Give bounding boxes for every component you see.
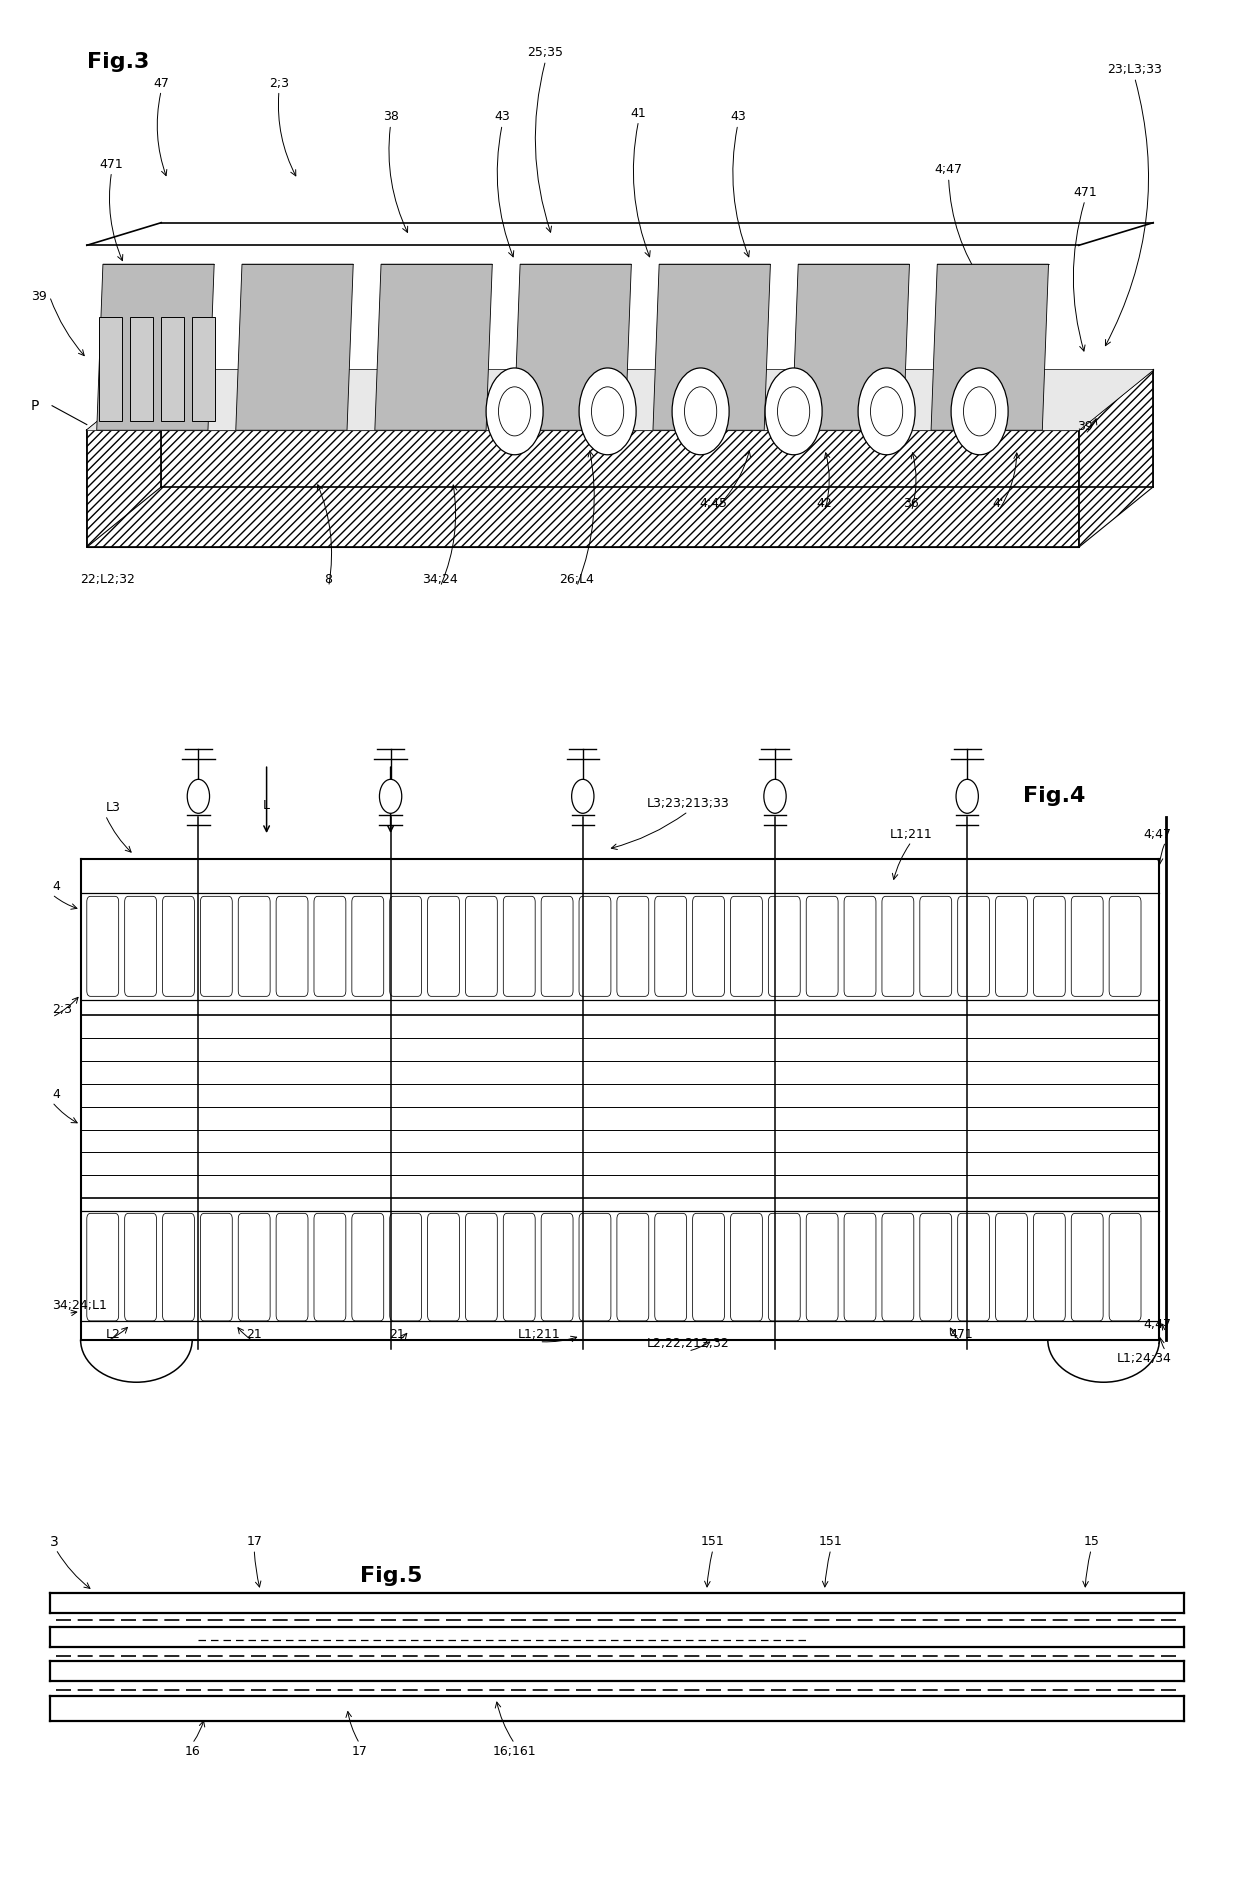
Text: 4: 4: [52, 881, 60, 893]
Circle shape: [765, 368, 822, 455]
Text: L1;211: L1;211: [890, 828, 932, 840]
Circle shape: [956, 779, 978, 813]
Text: 8: 8: [325, 574, 332, 585]
Circle shape: [672, 368, 729, 455]
Bar: [161, 317, 184, 421]
Text: 471: 471: [99, 159, 124, 170]
Polygon shape: [97, 264, 215, 430]
Polygon shape: [374, 264, 492, 430]
Text: 21: 21: [389, 1328, 404, 1340]
Bar: [99, 317, 122, 421]
Bar: [130, 317, 153, 421]
Bar: [192, 317, 215, 421]
Text: 17: 17: [247, 1536, 262, 1547]
Text: 4': 4': [992, 498, 1004, 509]
Text: 471: 471: [1073, 187, 1097, 198]
Text: 38: 38: [383, 111, 398, 123]
Text: L1;24;34: L1;24;34: [1117, 1353, 1172, 1364]
Text: L3;23;213;33: L3;23;213;33: [647, 798, 729, 810]
Polygon shape: [87, 430, 1079, 547]
Circle shape: [951, 368, 1008, 455]
Circle shape: [187, 779, 210, 813]
Circle shape: [579, 368, 636, 455]
Text: 21: 21: [247, 1328, 262, 1340]
Text: 151: 151: [818, 1536, 843, 1547]
Text: 42: 42: [817, 498, 832, 509]
Text: 47: 47: [154, 77, 169, 89]
Polygon shape: [792, 264, 909, 430]
Text: 4;47: 4;47: [1143, 828, 1172, 840]
Polygon shape: [1079, 370, 1153, 547]
Polygon shape: [87, 370, 161, 547]
Text: 471: 471: [949, 1328, 973, 1340]
Text: 16: 16: [185, 1745, 200, 1757]
Text: 23;L3;33: 23;L3;33: [1107, 64, 1162, 75]
Text: L2: L2: [105, 1328, 120, 1340]
Polygon shape: [513, 264, 631, 430]
Circle shape: [764, 779, 786, 813]
Text: L2;22;212;32: L2;22;212;32: [647, 1338, 729, 1349]
Text: 4;45: 4;45: [699, 498, 727, 509]
Text: Fig.4: Fig.4: [1023, 787, 1085, 806]
Text: L: L: [387, 800, 394, 811]
Text: 16;161: 16;161: [492, 1745, 537, 1757]
Polygon shape: [931, 264, 1049, 430]
Circle shape: [858, 368, 915, 455]
Text: 26;L4: 26;L4: [559, 574, 594, 585]
Text: 41: 41: [631, 108, 646, 119]
Text: 15: 15: [1084, 1536, 1099, 1547]
Text: 3: 3: [50, 1534, 58, 1549]
Text: 25;35: 25;35: [527, 47, 564, 58]
Text: 34;24;L1: 34;24;L1: [52, 1300, 107, 1311]
Text: 2;3: 2;3: [269, 77, 289, 89]
Text: 36: 36: [904, 498, 919, 509]
Text: 2;3: 2;3: [52, 1004, 72, 1015]
Text: P: P: [31, 398, 40, 413]
Text: 151: 151: [701, 1536, 725, 1547]
Text: 22;L2;32: 22;L2;32: [81, 574, 135, 585]
Text: 4;47: 4;47: [1143, 1319, 1172, 1330]
Text: 39: 39: [31, 291, 47, 302]
Circle shape: [486, 368, 543, 455]
Text: L: L: [263, 800, 270, 811]
Text: 17: 17: [352, 1745, 367, 1757]
Text: 4;47: 4;47: [935, 164, 962, 175]
Circle shape: [572, 779, 594, 813]
Text: 43: 43: [730, 111, 745, 123]
Text: L3: L3: [105, 802, 120, 813]
Text: 4: 4: [52, 1089, 60, 1100]
Text: Fig.3: Fig.3: [87, 53, 149, 72]
Circle shape: [379, 779, 402, 813]
Polygon shape: [236, 264, 353, 430]
Text: Fig.5: Fig.5: [360, 1566, 422, 1585]
Text: 39: 39: [1078, 421, 1092, 432]
Text: L1;211: L1;211: [518, 1328, 560, 1340]
Text: 43: 43: [495, 111, 510, 123]
Polygon shape: [87, 370, 1153, 430]
Text: 34;24: 34;24: [423, 574, 458, 585]
Polygon shape: [653, 264, 770, 430]
